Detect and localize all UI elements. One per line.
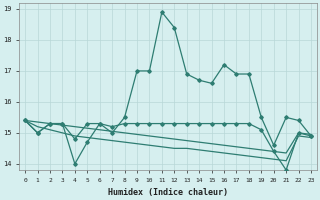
X-axis label: Humidex (Indice chaleur): Humidex (Indice chaleur) [108, 188, 228, 197]
